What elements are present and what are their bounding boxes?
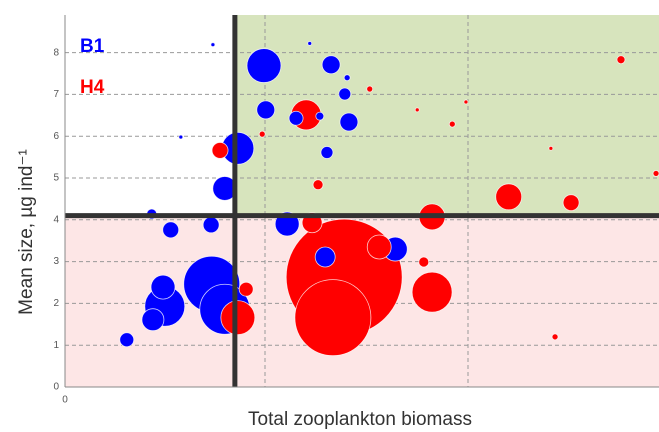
y-tick-label: 6 (53, 131, 59, 142)
bubble (315, 111, 325, 121)
bubble (562, 194, 580, 212)
bubble (119, 332, 135, 348)
bubble (338, 87, 352, 101)
bubble (294, 279, 372, 357)
legend-entry: H4 (80, 77, 105, 98)
y-tick-label: 2 (53, 298, 59, 309)
bubbles (119, 41, 659, 357)
y-tick-label: 0 (53, 382, 59, 393)
bubble (256, 100, 276, 120)
x-axis-label: Total zooplankton biomass (248, 409, 472, 430)
bubble (321, 55, 341, 75)
bubble (366, 85, 374, 93)
bubble (178, 134, 184, 140)
y-tick-label: 1 (53, 340, 59, 351)
bubble (448, 120, 456, 128)
bubble (162, 221, 180, 239)
y-tick-label: 5 (53, 173, 59, 184)
bubble (411, 271, 453, 313)
bubble (366, 234, 392, 260)
legend-entry: B1 (80, 36, 105, 57)
bubble (220, 300, 256, 336)
bubble (463, 99, 469, 105)
x-grid (264, 15, 469, 387)
bubble (548, 145, 554, 151)
bubble (211, 142, 229, 159)
bubble (238, 281, 254, 297)
bubble (414, 107, 420, 113)
bubble (312, 179, 324, 191)
bubble (652, 170, 659, 177)
y-tick-label: 8 (53, 47, 59, 58)
reference-lines (65, 15, 659, 387)
y-tick-label: 4 (53, 214, 59, 225)
y-axis-label: Mean size, µg ind⁻¹ (16, 149, 37, 315)
bubble (258, 130, 266, 138)
legend: B1 H4 (80, 36, 105, 98)
bubble (551, 333, 559, 341)
bubble (616, 55, 626, 65)
bubble (343, 74, 351, 82)
tick-labels: 0 1 2 3 4 5 6 7 8 0 (53, 47, 68, 405)
bubble (288, 110, 304, 126)
bubble (418, 256, 430, 268)
bubble (495, 183, 523, 211)
bubble (202, 216, 220, 234)
y-tick-label: 3 (53, 256, 59, 267)
bubble (320, 146, 334, 159)
bubble (339, 112, 359, 132)
bubble (246, 48, 282, 83)
bubble (314, 246, 336, 268)
x-tick-label: 0 (62, 395, 68, 406)
bubble (307, 41, 313, 46)
bubble (210, 42, 216, 48)
y-tick-label: 7 (53, 89, 59, 100)
bubble (141, 308, 165, 332)
bubble (150, 274, 176, 300)
